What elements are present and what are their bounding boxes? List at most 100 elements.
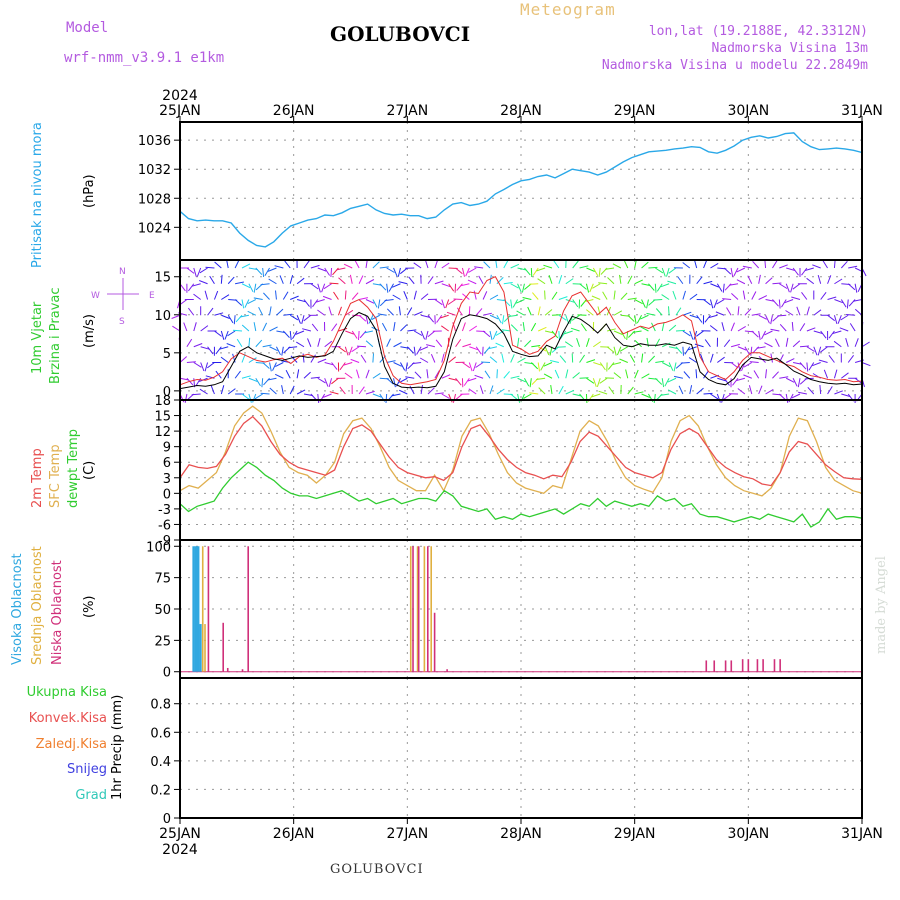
wind-arrow [656, 283, 663, 292]
wind-arrow [627, 297, 637, 300]
wind-arrow [200, 362, 205, 372]
wind-arrow [559, 355, 567, 363]
wind-arrow [510, 324, 518, 332]
wind-arrow [765, 277, 773, 285]
wind-arrow [523, 393, 532, 399]
altitude-label: Nadmorska Visina 13m [711, 41, 868, 56]
wind-arrow [716, 283, 723, 292]
wind-arrow [351, 346, 360, 353]
wind-arrow [282, 291, 289, 300]
wind-arrow [467, 377, 477, 382]
date-label-top: 30JAN [727, 103, 769, 119]
wind-arrow [791, 393, 801, 399]
wind-arrow [772, 299, 779, 307]
wind-arrow [861, 341, 870, 348]
wind-arrow [709, 353, 714, 363]
wind-arrow [619, 274, 622, 284]
wind-arrow [840, 260, 848, 269]
wind-arrow [551, 291, 558, 300]
wind-arrow [462, 362, 471, 369]
wind-arrow [501, 353, 505, 363]
wind-arrow [508, 314, 518, 317]
wind-arrow [655, 267, 664, 274]
wind-arrow [510, 263, 520, 269]
wind-arrow [283, 313, 293, 316]
wind-arrow [220, 385, 225, 395]
dewpt-temp-line [179, 461, 863, 528]
wind-arrow [703, 280, 713, 285]
wind-arrow [227, 276, 235, 285]
wind-arrow [544, 290, 546, 300]
wind-arrow [183, 322, 188, 332]
wind-arrow [653, 299, 663, 301]
wind-arrow [233, 315, 236, 325]
meteogram-label: Meteogram [520, 0, 616, 19]
wind-arrow [188, 307, 195, 316]
wind-arrow [412, 362, 422, 365]
wind-arrow [543, 264, 553, 269]
wind-arrow [696, 330, 704, 337]
wind-arrow [407, 329, 417, 332]
wind-arrow [303, 299, 310, 307]
wind-arrow [813, 346, 818, 356]
date-label-bottom: 30JAN [727, 826, 769, 842]
wind-arrow [585, 283, 590, 293]
wind-arrow [276, 308, 284, 316]
wind-arrow [668, 267, 677, 274]
wind-arrow [530, 362, 539, 370]
wind-arrow [613, 330, 623, 335]
wind-arrow [770, 328, 780, 332]
wind-arrow [592, 267, 599, 277]
wind-arrow [365, 299, 375, 304]
wind-arrow [248, 267, 258, 271]
wind-arrow [599, 362, 606, 371]
wind-arrow [460, 283, 470, 287]
wind-arrow [661, 378, 665, 388]
wind-arrow [274, 373, 284, 379]
wind-arrow [406, 346, 414, 354]
wind-arrow [579, 354, 586, 363]
wind-arrow [732, 377, 739, 386]
wind-arrow [474, 374, 484, 379]
wind-arrow [284, 260, 291, 269]
wind-arrow [774, 338, 780, 347]
wind-arrow [540, 362, 546, 371]
wind-arrow [537, 306, 541, 316]
wind-arrow [427, 276, 434, 285]
wind-arrow [607, 362, 615, 370]
wind-arrow [607, 277, 615, 285]
wind-arrow [495, 342, 504, 348]
wind-arrow [545, 330, 555, 334]
wind-arrow [253, 322, 257, 332]
wind-arrow [806, 346, 815, 352]
wind-arrow [833, 369, 838, 379]
precip-legend-4: Grad [75, 788, 107, 803]
wind-arrow [269, 387, 277, 395]
wind-arrow [296, 341, 305, 348]
wind-arrow [751, 330, 759, 338]
wind-arrow [786, 267, 796, 271]
model-altitude-label: Nadmorska Visina u modelu 22.2849m [601, 58, 868, 73]
pressure-y-tick-label: 1032 [138, 163, 171, 178]
wind-arrow [354, 259, 360, 269]
temperature-y-tick-label: -9 [158, 534, 171, 549]
wind-arrow [328, 306, 333, 316]
wind-arrow [744, 346, 750, 355]
wind-arrow [572, 260, 579, 269]
wind-arrow [441, 262, 450, 269]
pressure-y-tick-label: 1036 [138, 134, 171, 149]
temperature-y-tick-label: -6 [158, 518, 171, 533]
wind-arrow [193, 293, 201, 300]
wind-arrow [730, 322, 735, 332]
wind-arrow [765, 369, 767, 379]
wind-arrow [580, 299, 587, 307]
wind-arrow [397, 267, 401, 277]
wind-arrow [248, 377, 258, 382]
wind-arrow [302, 353, 305, 363]
wind-arrow [537, 346, 547, 352]
wind-arrow [592, 378, 597, 387]
date-label-bottom: 31JAN [841, 826, 883, 842]
wind-arrow [343, 263, 353, 269]
wind-arrow [572, 393, 582, 397]
wind-arrow [527, 306, 532, 316]
